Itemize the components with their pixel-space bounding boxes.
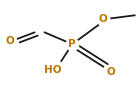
Text: HO: HO (44, 65, 62, 75)
Text: P: P (69, 39, 76, 49)
Text: O: O (107, 67, 116, 77)
Text: O: O (5, 36, 14, 46)
Text: O: O (99, 14, 107, 24)
